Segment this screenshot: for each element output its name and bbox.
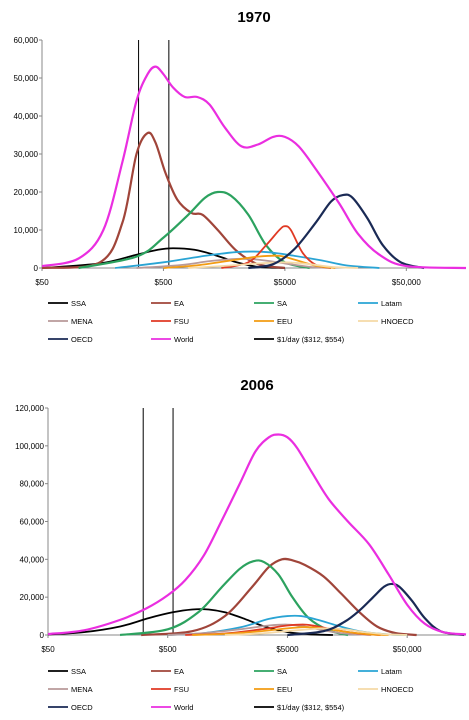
legend-label: HNOECD bbox=[381, 317, 414, 326]
series-line-mena bbox=[167, 623, 372, 636]
series-line-ea bbox=[41, 131, 286, 270]
legend-label: EA bbox=[174, 299, 184, 308]
legend-label: FSU bbox=[174, 685, 189, 694]
legend-label: EEU bbox=[277, 317, 292, 326]
y-tick-label: 50,000 bbox=[14, 74, 39, 83]
series-line-hnoecd bbox=[224, 627, 408, 636]
y-tick-label: 100,000 bbox=[15, 442, 44, 451]
legend-label: SA bbox=[277, 299, 287, 308]
y-tick-label: 80,000 bbox=[20, 480, 45, 489]
y-tick-label: 20,000 bbox=[14, 188, 39, 197]
y-tick-label: 60,000 bbox=[20, 518, 45, 527]
series-line-oecd bbox=[287, 582, 465, 637]
x-tick-label: $500 bbox=[159, 645, 177, 654]
legend-label: EEU bbox=[277, 685, 292, 694]
legend-label: EA bbox=[174, 667, 184, 676]
legend-label: MENA bbox=[71, 317, 93, 326]
y-tick-label: 20,000 bbox=[20, 593, 45, 602]
x-tick-label: $50,000 bbox=[393, 645, 422, 654]
y-tick-label: 10,000 bbox=[14, 226, 39, 235]
x-tick-label: $5000 bbox=[274, 278, 297, 287]
x-tick-label: $5000 bbox=[276, 645, 299, 654]
series-line-sa bbox=[119, 559, 349, 637]
legend-label: Latam bbox=[381, 667, 402, 676]
legend-label: SA bbox=[277, 667, 287, 676]
chart-title: 2006 bbox=[240, 377, 273, 394]
legend-label: MENA bbox=[71, 685, 93, 694]
y-tick-label: 30,000 bbox=[14, 150, 39, 159]
series-line-world bbox=[47, 433, 467, 636]
legend-label: OECD bbox=[71, 703, 93, 712]
series-line-oecd bbox=[248, 193, 425, 270]
chart-title: 1970 bbox=[237, 9, 270, 26]
y-tick-label: 40,000 bbox=[20, 555, 45, 564]
series-line-sa bbox=[78, 190, 310, 270]
y-tick-label: 60,000 bbox=[14, 36, 39, 45]
y-tick-label: 0 bbox=[40, 631, 45, 640]
series-line-hnoecd bbox=[188, 261, 359, 269]
x-tick-label: $50,000 bbox=[392, 278, 421, 287]
legend-label: World bbox=[174, 703, 193, 712]
legend-label: World bbox=[174, 335, 193, 344]
legend-label: Latam bbox=[381, 299, 402, 308]
y-tick-label: 0 bbox=[34, 264, 39, 273]
series-line-ea bbox=[141, 557, 417, 637]
y-tick-label: 120,000 bbox=[15, 404, 44, 413]
series-line-eeu bbox=[192, 626, 389, 636]
legend-label: $1/day ($312, $554) bbox=[277, 703, 345, 712]
x-tick-label: $50 bbox=[41, 645, 55, 654]
legend-label: $1/day ($312, $554) bbox=[277, 335, 345, 344]
series-line-fsu bbox=[221, 225, 332, 269]
series-line-world bbox=[41, 65, 467, 270]
legend-label: OECD bbox=[71, 335, 93, 344]
series-line-latam bbox=[115, 250, 380, 269]
legend-label: SSA bbox=[71, 667, 86, 676]
legend-label: HNOECD bbox=[381, 685, 414, 694]
legend-label: FSU bbox=[174, 317, 189, 326]
x-tick-label: $50 bbox=[35, 278, 49, 287]
legend-label: SSA bbox=[71, 299, 86, 308]
series-line-ssa bbox=[47, 608, 333, 636]
y-tick-label: 40,000 bbox=[14, 112, 39, 121]
x-tick-label: $500 bbox=[155, 278, 173, 287]
